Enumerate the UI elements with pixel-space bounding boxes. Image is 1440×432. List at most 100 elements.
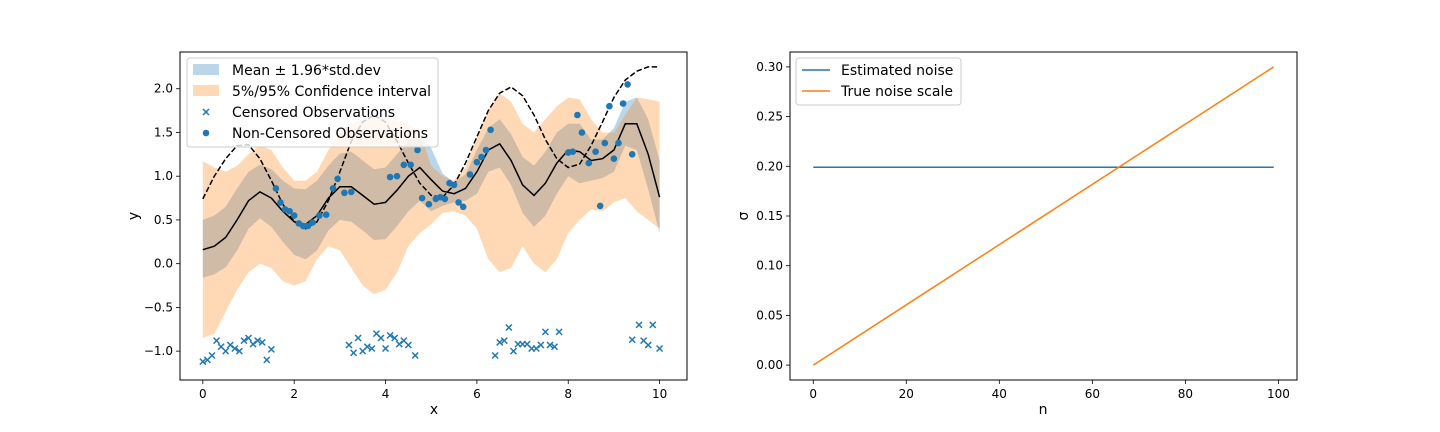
non-censored-point bbox=[322, 211, 330, 218]
censored-point bbox=[644, 341, 652, 349]
censored-point bbox=[345, 341, 353, 349]
gp-x-tick-label: 8 bbox=[564, 387, 572, 401]
non-censored-point bbox=[400, 161, 408, 169]
gp-y-tick-label: 1.0 bbox=[154, 169, 173, 183]
gp-axes-frame bbox=[179, 51, 688, 381]
gp-legend-box bbox=[186, 57, 439, 148]
noise-chart: 0 20 40 60 80 100 0.00 0.05 0.10 0.15 0.20 0.25 0.30… bbox=[736, 51, 1298, 418]
censored-point bbox=[354, 334, 362, 342]
non-censored-point bbox=[290, 212, 298, 219]
non-censored-point bbox=[450, 181, 458, 189]
noise-ticks: 0 20 40 60 80 100 0.00 0.05 0.10 0.15 0.20 0.25 0.30 bbox=[756, 60, 1290, 401]
non-censored-point bbox=[459, 203, 467, 211]
censored-point bbox=[382, 344, 390, 353]
non-censored-point bbox=[578, 129, 586, 136]
censored-point bbox=[404, 341, 412, 349]
non-censored-point bbox=[316, 212, 323, 219]
non-censored-point bbox=[414, 146, 421, 154]
noise-x-tick-label: 100 bbox=[1267, 387, 1290, 401]
censored-point bbox=[258, 338, 266, 346]
non-censored-point bbox=[348, 188, 355, 196]
non-censored-point bbox=[596, 202, 604, 210]
true-function-line bbox=[202, 66, 660, 230]
censored-point bbox=[635, 321, 643, 329]
gp-y-tick-label: −0.5 bbox=[144, 300, 173, 314]
gp-x-axis-label: x bbox=[430, 402, 438, 418]
gp-x-tick-label: 0 bbox=[199, 387, 207, 401]
noise-x-tick-label: 0 bbox=[809, 387, 817, 401]
non-censored-point bbox=[334, 175, 341, 183]
legend-ci-band-label: 5%/95% Confidence interval bbox=[232, 84, 431, 100]
censored-point bbox=[368, 344, 376, 353]
non-censored-point bbox=[610, 155, 618, 162]
non-censored-point bbox=[418, 194, 426, 202]
mean-prediction-line bbox=[202, 122, 661, 251]
censored-point bbox=[546, 341, 554, 349]
censored-point bbox=[496, 338, 504, 346]
non-censored-point bbox=[407, 161, 415, 169]
true-noise-scale-line bbox=[812, 66, 1275, 366]
non-censored-point bbox=[628, 151, 636, 158]
gp-legend: Mean ± 1.96*std.dev 5%/95% Confidence in… bbox=[186, 57, 439, 148]
censored-point bbox=[377, 334, 385, 342]
non-censored-point bbox=[329, 185, 337, 192]
noise-y-axis-label: σ bbox=[736, 211, 752, 220]
noise-x-tick-label: 80 bbox=[1178, 387, 1193, 401]
censored-point bbox=[231, 344, 239, 353]
legend-mean-band-swatch bbox=[193, 64, 219, 75]
censored-point bbox=[656, 344, 664, 353]
non-censored-point bbox=[300, 222, 307, 230]
noise-legend-box bbox=[795, 57, 962, 106]
non-censored-point bbox=[286, 207, 293, 215]
censored-point bbox=[244, 334, 253, 342]
gp-ticks: 0 2 4 6 8 10 −1.0 −0.5 0.0 0.5 1.0 1.5 2.0 bbox=[144, 82, 667, 401]
non-censored-point bbox=[309, 219, 316, 226]
non-censored-point bbox=[482, 146, 490, 154]
legend-true-noise-label: True noise scale bbox=[840, 84, 953, 100]
noise-legend: Estimated noise True noise scale bbox=[795, 57, 962, 106]
censored-point bbox=[222, 347, 230, 355]
censored-point bbox=[505, 323, 513, 332]
censored-point bbox=[491, 351, 499, 360]
non-censored-point bbox=[393, 172, 401, 180]
noise-x-tick-label: 40 bbox=[992, 387, 1007, 401]
censored-point bbox=[509, 347, 517, 355]
censored-point bbox=[254, 337, 262, 345]
noise-y-tick-label: 0.30 bbox=[756, 60, 783, 74]
noise-x-tick-label: 60 bbox=[1085, 387, 1100, 401]
censored-point bbox=[213, 337, 221, 345]
censored-point bbox=[263, 356, 271, 364]
noise-plot-area bbox=[812, 66, 1275, 366]
noise-x-axis-label: n bbox=[1039, 402, 1048, 418]
censored-point bbox=[199, 358, 207, 366]
censored-point bbox=[411, 351, 419, 360]
non-censored-point bbox=[304, 222, 312, 230]
non-censored-point bbox=[425, 200, 433, 208]
censored-point bbox=[386, 331, 394, 339]
non-censored-point bbox=[441, 195, 449, 203]
non-censored-point bbox=[386, 173, 394, 181]
mean-std-band bbox=[202, 97, 660, 278]
gp-y-tick-label: 1.5 bbox=[154, 125, 173, 139]
non-censored-point bbox=[487, 126, 494, 134]
censored-point bbox=[628, 336, 636, 344]
censored-point bbox=[249, 340, 257, 348]
non-censored-point bbox=[574, 111, 581, 119]
non-censored-point bbox=[592, 148, 599, 155]
censored-point bbox=[226, 341, 234, 349]
non-censored-point bbox=[619, 100, 627, 107]
non-censored-point bbox=[569, 148, 577, 155]
gp-plot-area bbox=[199, 66, 664, 366]
censored-point bbox=[541, 328, 549, 336]
gp-y-tick-label: 0.0 bbox=[154, 257, 173, 271]
censored-point bbox=[240, 337, 248, 345]
non-censored-point bbox=[341, 189, 348, 197]
non-censored-point bbox=[272, 185, 280, 192]
noise-y-tick-label: 0.20 bbox=[756, 159, 783, 173]
non-censored-point bbox=[585, 159, 593, 167]
gp-y-tick-label: 2.0 bbox=[154, 82, 173, 96]
censored-point bbox=[537, 341, 545, 349]
confidence-interval-band bbox=[202, 93, 660, 338]
non-censored-point bbox=[606, 102, 613, 110]
